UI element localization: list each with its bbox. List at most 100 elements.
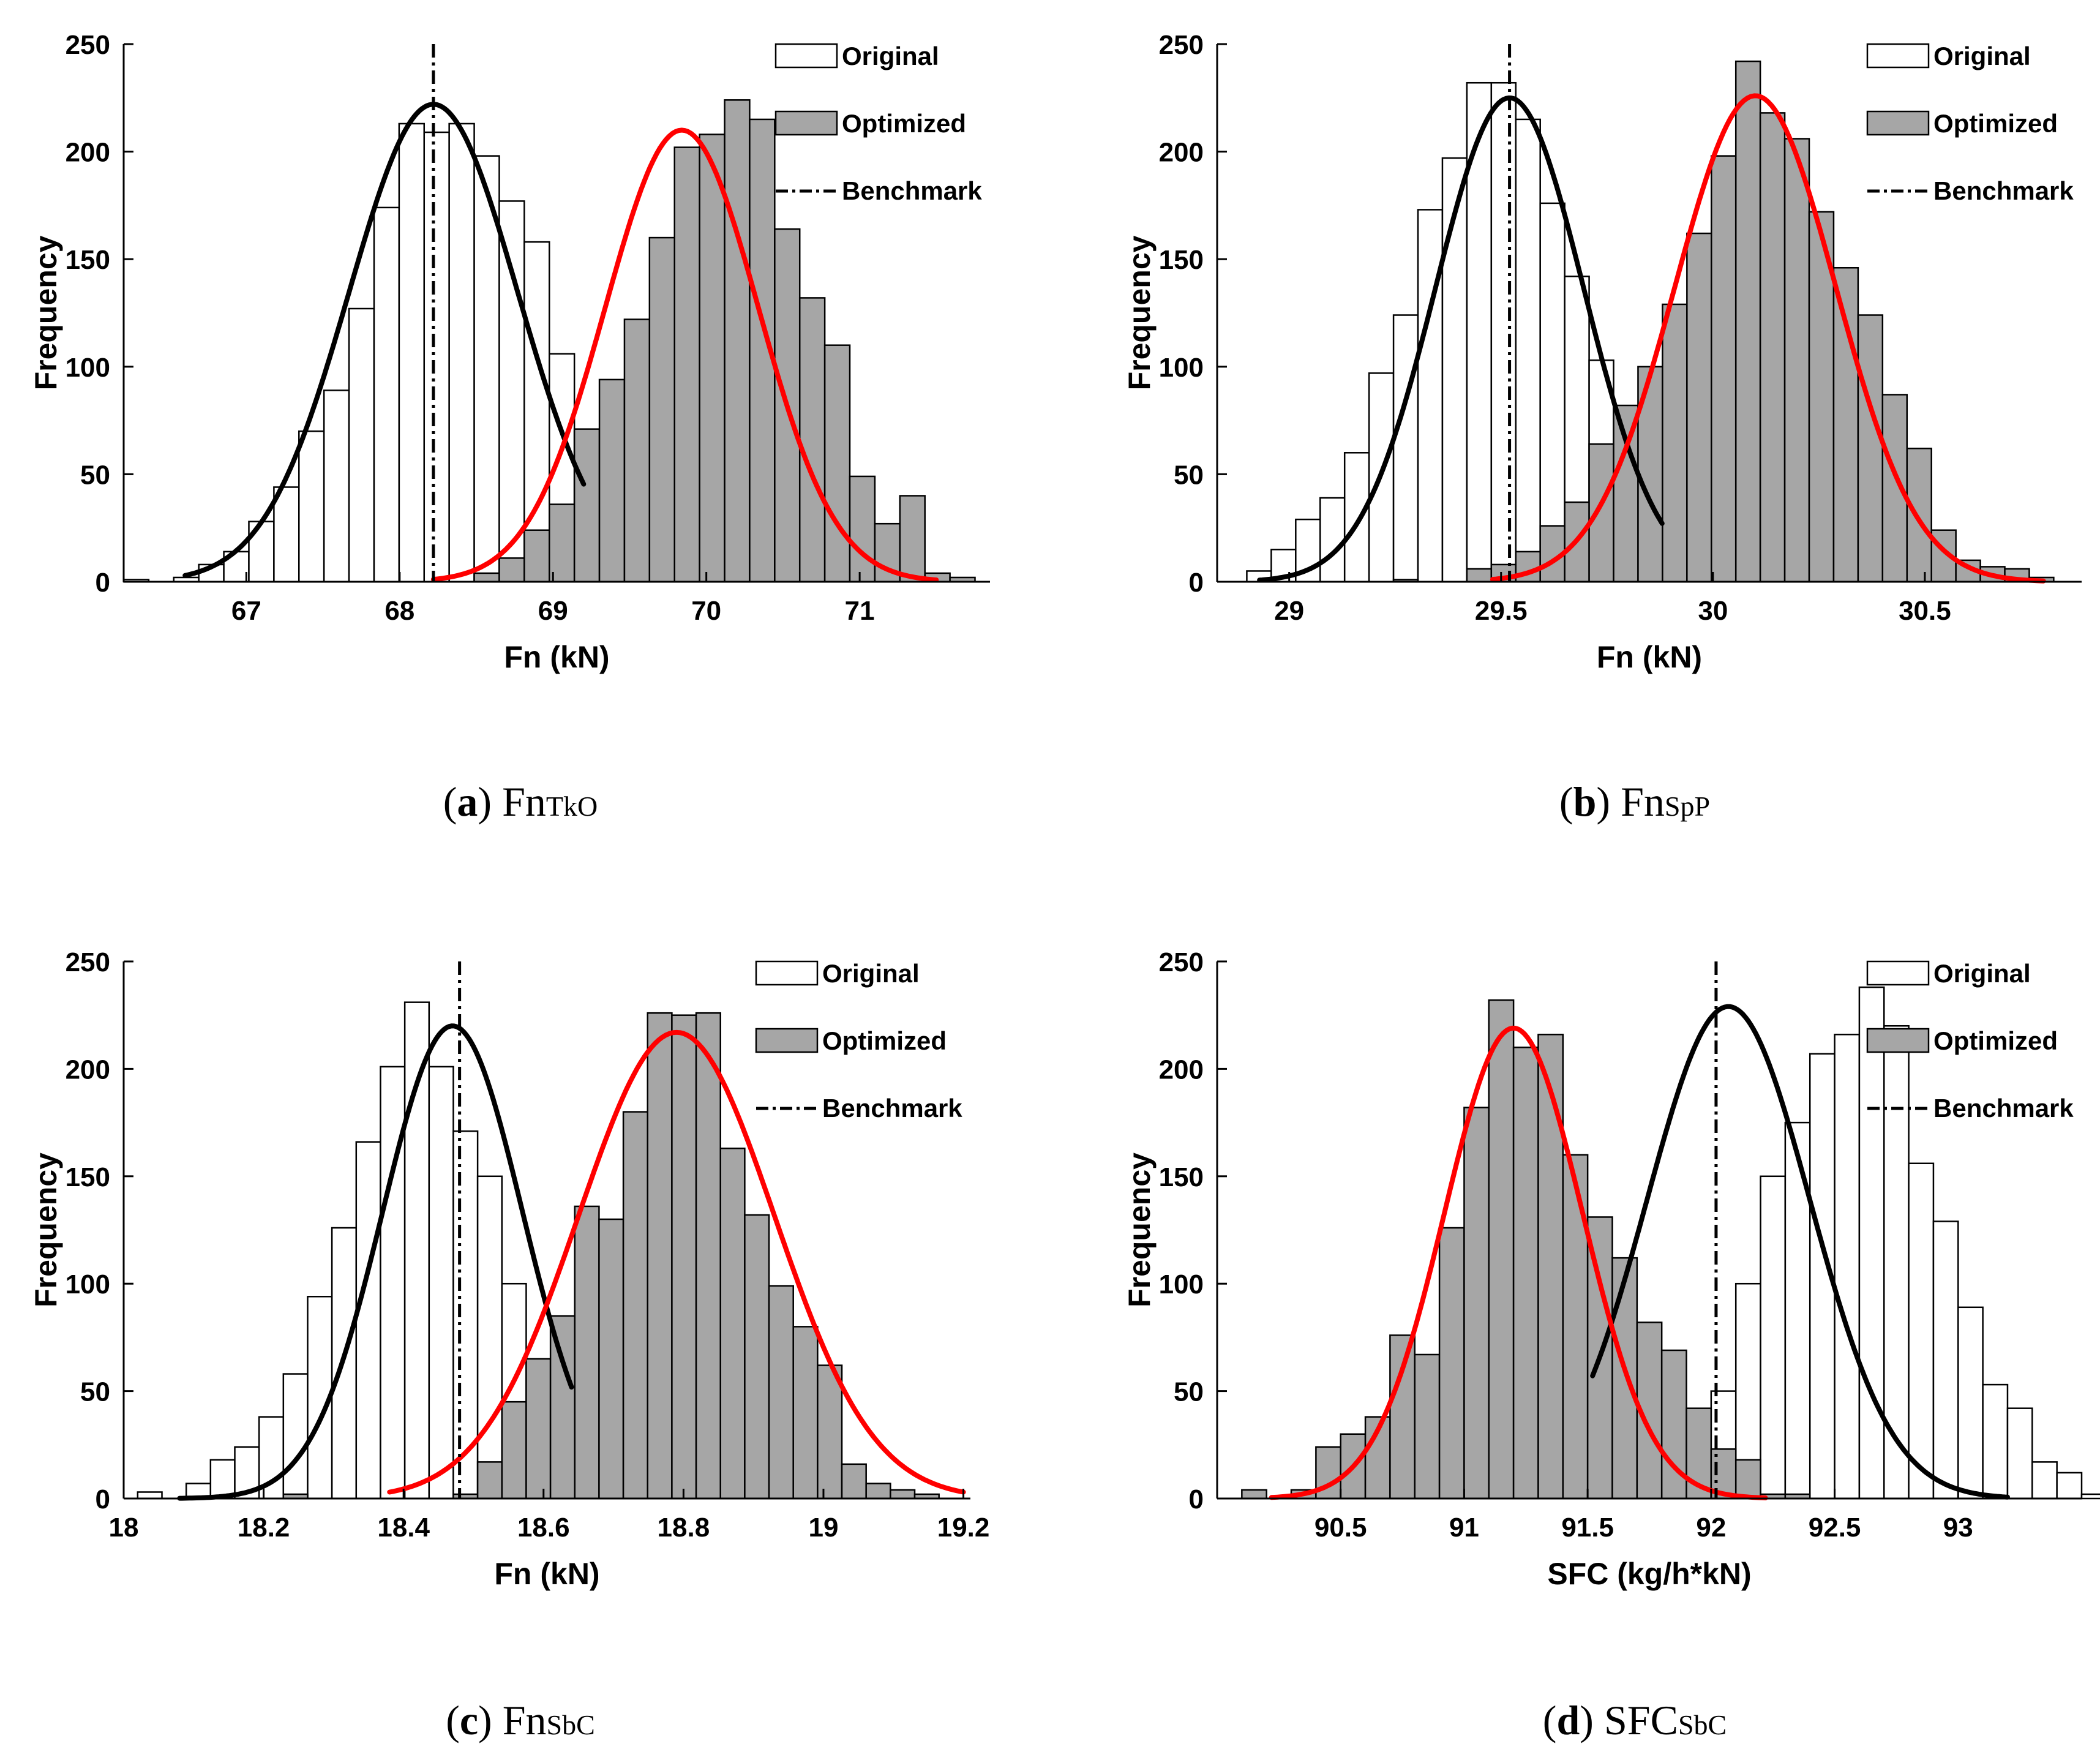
original-fit-curve (177, 1023, 574, 1501)
optimized-bar (699, 134, 726, 583)
x-axis-label: Fn (kN) (1597, 640, 1702, 674)
optimized-bar (1241, 1489, 1267, 1500)
optimized-bar (647, 1012, 673, 1500)
y-tick-label: 100 (1159, 353, 1204, 383)
x-tick-label: 29.5 (1475, 596, 1528, 626)
original-bar (323, 389, 350, 583)
y-tick-label: 200 (66, 138, 110, 168)
optimized-bar (1414, 1353, 1441, 1500)
original-bar (282, 1373, 309, 1500)
y-tick-label: 200 (66, 1055, 110, 1085)
original-bar (1515, 118, 1541, 583)
optimized-bar (1562, 1154, 1589, 1500)
x-tick-label: 29 (1274, 596, 1304, 626)
caption-b: (b) FnSpP (1559, 778, 1711, 825)
original-bar (355, 1141, 381, 1500)
legend: Original Optimized Benchmark (774, 42, 982, 205)
original-bar (2056, 1472, 2083, 1500)
original-fit-curve (1257, 95, 1665, 583)
optimized-bar (817, 1364, 843, 1500)
x-tick-label: 30 (1698, 596, 1728, 626)
optimized-bar (525, 1358, 552, 1500)
legend-optimized-label: Optimized (1933, 109, 2058, 138)
legend-original-label: Original (842, 42, 939, 70)
original-bar (209, 1459, 236, 1500)
optimized-bar (501, 1401, 527, 1500)
optimized-bar (1759, 112, 1786, 583)
caption-d: (d) SFCSbC (1542, 1697, 1727, 1743)
y-tick-label: 200 (1159, 1055, 1204, 1085)
optimized-bar (1512, 1047, 1539, 1500)
optimized-bar (598, 1218, 624, 1500)
x-tick-label: 18.2 (238, 1513, 290, 1543)
optimized-fit-curve (1490, 93, 2046, 584)
original-bar (1982, 1383, 2009, 1500)
x-tick-label: 18 (109, 1513, 139, 1543)
legend-optimized-label: Optimized (1933, 1026, 2058, 1055)
optimized-bar (849, 475, 876, 583)
caption-c: (c) FnSbC (446, 1697, 595, 1743)
y-tick-label: 0 (1189, 568, 1204, 598)
y-tick-label: 0 (96, 568, 110, 598)
original-bar (1343, 452, 1370, 583)
optimized-bar (622, 1111, 648, 1500)
y-tick-label: 50 (80, 1377, 110, 1407)
original-bar (398, 122, 426, 583)
optimized-bar (498, 557, 525, 583)
optimized-bar (1662, 303, 1688, 583)
original-bar (1908, 1162, 1935, 1500)
y-tick-label: 100 (1159, 1269, 1204, 1299)
legend-benchmark-label: Benchmark (1933, 1094, 2074, 1123)
x-tick-label: 19 (808, 1513, 838, 1543)
optimized-bar (549, 1315, 576, 1500)
y-tick-label: 50 (1174, 460, 1204, 490)
optimized-bar (823, 344, 851, 583)
optimized-bar (476, 1461, 503, 1500)
y-tick-label: 50 (1174, 1377, 1204, 1407)
original-bar (448, 122, 475, 583)
x-tick-label: 93 (1943, 1513, 1973, 1543)
y-tick-label: 100 (66, 353, 110, 383)
original-bar (1392, 314, 1419, 583)
optimized-bar (1466, 568, 1493, 583)
legend: Original Optimized Benchmark (755, 959, 962, 1123)
original-bar (373, 206, 400, 583)
x-tick-label: 92.5 (1809, 1513, 1861, 1543)
original-fit-curve (1590, 1004, 2010, 1500)
optimized-bar (724, 99, 751, 583)
x-tick-label: 67 (231, 596, 261, 626)
x-tick-label: 18.8 (658, 1513, 710, 1543)
optimized-bar (792, 1326, 819, 1500)
original-bar (2031, 1461, 2058, 1500)
optimized-bar (1734, 1459, 1761, 1500)
legend-benchmark-label: Benchmark (822, 1094, 962, 1123)
optimized-bar (1389, 1334, 1416, 1500)
legend-optimized-label: Optimized (842, 109, 966, 138)
y-axis-label: Frequency (29, 235, 63, 390)
optimized-bar (671, 1014, 697, 1500)
y-tick-label: 0 (96, 1484, 110, 1514)
original-bar (1834, 1034, 1861, 1500)
optimized-bar (841, 1463, 867, 1500)
optimized-bar (673, 146, 700, 583)
legend: Original Optimized Benchmark (1866, 42, 2074, 205)
original-bar (476, 1175, 503, 1500)
x-axis-label: Fn (kN) (494, 1557, 599, 1591)
legend-benchmark-label: Benchmark (1933, 176, 2074, 205)
legend: Original Optimized Benchmark (1866, 959, 2074, 1123)
optimized-bar (1537, 1034, 1564, 1500)
optimized-bar (744, 1214, 770, 1500)
optimized-bar (1783, 138, 1810, 583)
optimized-bar (768, 1285, 794, 1500)
x-tick-label: 90.5 (1314, 1513, 1367, 1543)
optimized-bar (1488, 999, 1515, 1500)
legend-original-swatch (774, 43, 838, 69)
y-tick-label: 150 (1159, 245, 1204, 275)
original-bar (1319, 497, 1346, 583)
x-tick-label: 92 (1696, 1513, 1726, 1543)
y-tick-label: 100 (66, 1269, 110, 1299)
y-tick-label: 250 (1159, 30, 1204, 60)
optimized-bar (695, 1012, 721, 1500)
optimized-fit-curve (430, 127, 939, 582)
